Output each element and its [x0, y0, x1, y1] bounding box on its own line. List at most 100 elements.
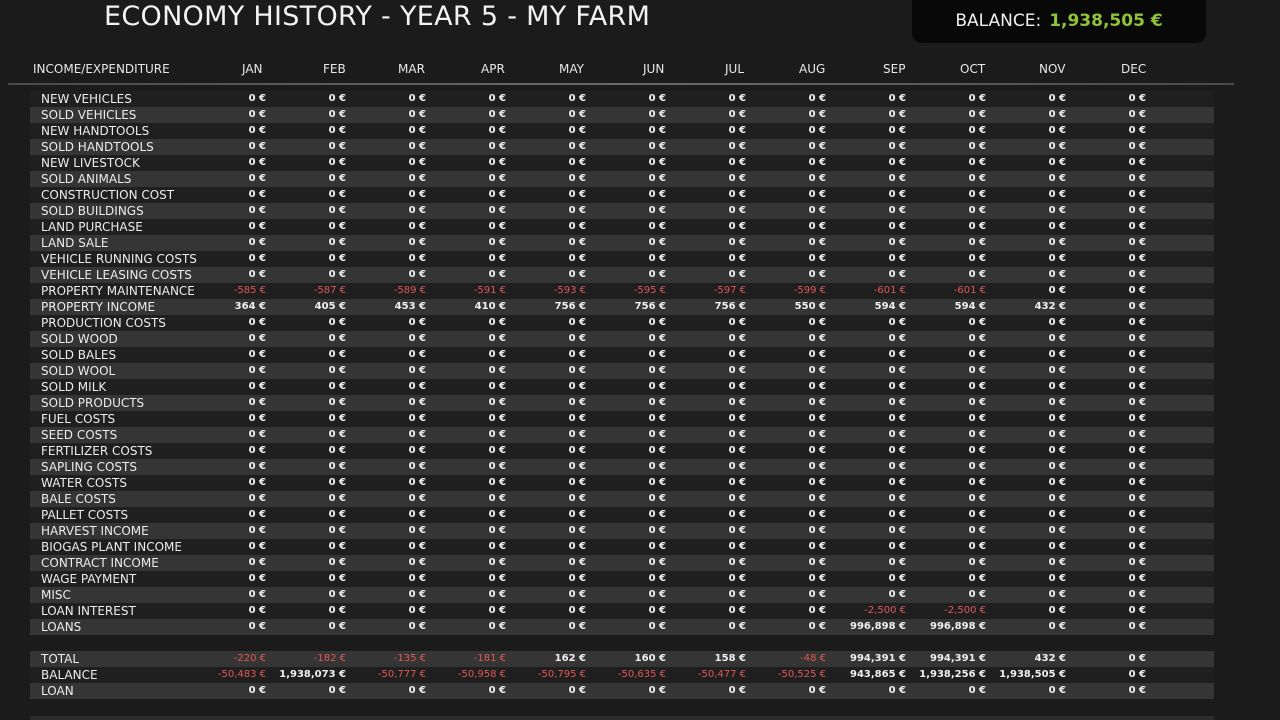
row-value: 0 € — [568, 557, 586, 568]
row-value: 0 € — [1128, 365, 1146, 376]
row-label: MISC — [41, 588, 71, 602]
row-value: -2,500 € — [864, 605, 906, 616]
row-value: 0 € — [568, 333, 586, 344]
row-value: 0 € — [728, 461, 746, 472]
row-value: 0 € — [808, 221, 826, 232]
row-value: 0 € — [808, 349, 826, 360]
row-value: 0 € — [648, 381, 666, 392]
row-value: 0 € — [408, 493, 426, 504]
table-row: PRODUCTION COSTS 0 € 0 € 0 € 0 € 0 € 0 € 0 € 0 €… — [30, 315, 1214, 331]
row-value: 0 € — [1048, 93, 1066, 104]
row-value: 0 € — [968, 541, 986, 552]
row-value: 0 € — [888, 349, 906, 360]
row-label: SOLD WOOL — [41, 364, 116, 378]
row-value: 0 € — [248, 125, 266, 136]
row-value: 0 € — [408, 381, 426, 392]
row-value: 0 € — [888, 333, 906, 344]
row-value: 0 € — [1128, 285, 1146, 296]
row-value: 0 € — [1128, 685, 1146, 696]
row-value: 0 € — [968, 237, 986, 248]
row-value: 0 € — [968, 269, 986, 280]
row-value: 0 € — [1048, 445, 1066, 456]
row-value: 0 € — [888, 589, 906, 600]
row-value: 0 € — [968, 349, 986, 360]
row-value: 0 € — [888, 525, 906, 536]
row-value: 0 € — [568, 589, 586, 600]
row-value: -220 € — [233, 653, 266, 664]
row-value: 0 € — [1128, 541, 1146, 552]
row-value: 0 € — [888, 205, 906, 216]
row-value: 0 € — [568, 125, 586, 136]
row-value: 0 € — [648, 685, 666, 696]
row-value: 0 € — [488, 589, 506, 600]
row-value: 0 € — [1048, 605, 1066, 616]
row-value: 0 € — [728, 445, 746, 456]
row-value: 0 € — [648, 525, 666, 536]
row-value: 432 € — [1034, 301, 1066, 312]
row-value: 0 € — [408, 445, 426, 456]
row-value: 0 € — [808, 413, 826, 424]
row-value: 0 € — [568, 349, 586, 360]
row-value: 0 € — [568, 205, 586, 216]
row-label: FUEL COSTS — [41, 412, 116, 426]
row-value: 0 € — [648, 573, 666, 584]
row-value: 0 € — [248, 477, 266, 488]
row-value: 0 € — [488, 125, 506, 136]
row-value: 0 € — [248, 557, 266, 568]
row-value: 0 € — [1048, 141, 1066, 152]
row-value: 0 € — [968, 429, 986, 440]
table-row: FUEL COSTS 0 € 0 € 0 € 0 € 0 € 0 € 0 € 0 € 0 € 0 €… — [30, 411, 1214, 427]
row-value: 0 € — [568, 381, 586, 392]
row-value: 0 € — [968, 189, 986, 200]
table-row: PALLET COSTS 0 € 0 € 0 € 0 € 0 € 0 € 0 € 0 € 0 € 0… — [30, 507, 1214, 523]
row-value: 0 € — [1128, 317, 1146, 328]
row-value: 0 € — [888, 125, 906, 136]
row-value: 0 € — [1048, 509, 1066, 520]
row-value: 0 € — [488, 557, 506, 568]
row-value: 0 € — [328, 93, 346, 104]
row-value: 0 € — [968, 221, 986, 232]
row-value: 0 € — [408, 109, 426, 120]
row-value: 0 € — [568, 493, 586, 504]
row-value: 0 € — [808, 109, 826, 120]
row-value: 0 € — [968, 141, 986, 152]
row-value: 0 € — [1128, 445, 1146, 456]
row-value: 0 € — [328, 221, 346, 232]
row-value: 0 € — [1048, 285, 1066, 296]
row-value: 0 € — [408, 333, 426, 344]
row-value: -50,483 € — [217, 669, 266, 680]
row-value: 0 € — [1048, 429, 1066, 440]
row-value: 0 € — [1048, 413, 1066, 424]
header-month: SEP — [883, 62, 906, 76]
row-value: 0 € — [728, 477, 746, 488]
row-value: 0 € — [408, 269, 426, 280]
row-value: 0 € — [648, 333, 666, 344]
row-value: 0 € — [568, 685, 586, 696]
row-value: 0 € — [728, 237, 746, 248]
table-row: SOLD BALES 0 € 0 € 0 € 0 € 0 € 0 € 0 € 0 € 0 € 0 €… — [30, 347, 1214, 363]
row-value: 0 € — [248, 413, 266, 424]
row-value: 0 € — [888, 237, 906, 248]
row-value: 0 € — [328, 109, 346, 120]
row-value: 0 € — [1128, 253, 1146, 264]
row-value: 0 € — [408, 317, 426, 328]
row-value: 0 € — [568, 221, 586, 232]
row-value: 0 € — [328, 365, 346, 376]
row-value: 0 € — [248, 493, 266, 504]
row-value: 0 € — [648, 253, 666, 264]
economy-table[interactable]: NEW VEHICLES 0 € 0 € 0 € 0 € 0 € 0 € 0 € 0 € 0 € 0… — [30, 91, 1214, 699]
row-value: 0 € — [648, 509, 666, 520]
header-month: NOV — [1039, 62, 1066, 76]
row-value: 0 € — [968, 109, 986, 120]
row-value: 0 € — [728, 685, 746, 696]
row-value: 0 € — [728, 381, 746, 392]
row-value: 0 € — [248, 461, 266, 472]
row-value: 0 € — [808, 461, 826, 472]
header-month: JUN — [643, 62, 665, 76]
page-title: ECONOMY HISTORY - YEAR 5 - MY FARM — [104, 1, 651, 32]
row-value: 0 € — [888, 221, 906, 232]
table-row: SOLD MILK 0 € 0 € 0 € 0 € 0 € 0 € 0 € 0 € 0 € 0 € 0… — [30, 379, 1214, 395]
row-value: 0 € — [968, 93, 986, 104]
table-row: HARVEST INCOME 0 € 0 € 0 € 0 € 0 € 0 € 0 € 0 € 0 … — [30, 523, 1214, 539]
row-value: 0 € — [488, 269, 506, 280]
